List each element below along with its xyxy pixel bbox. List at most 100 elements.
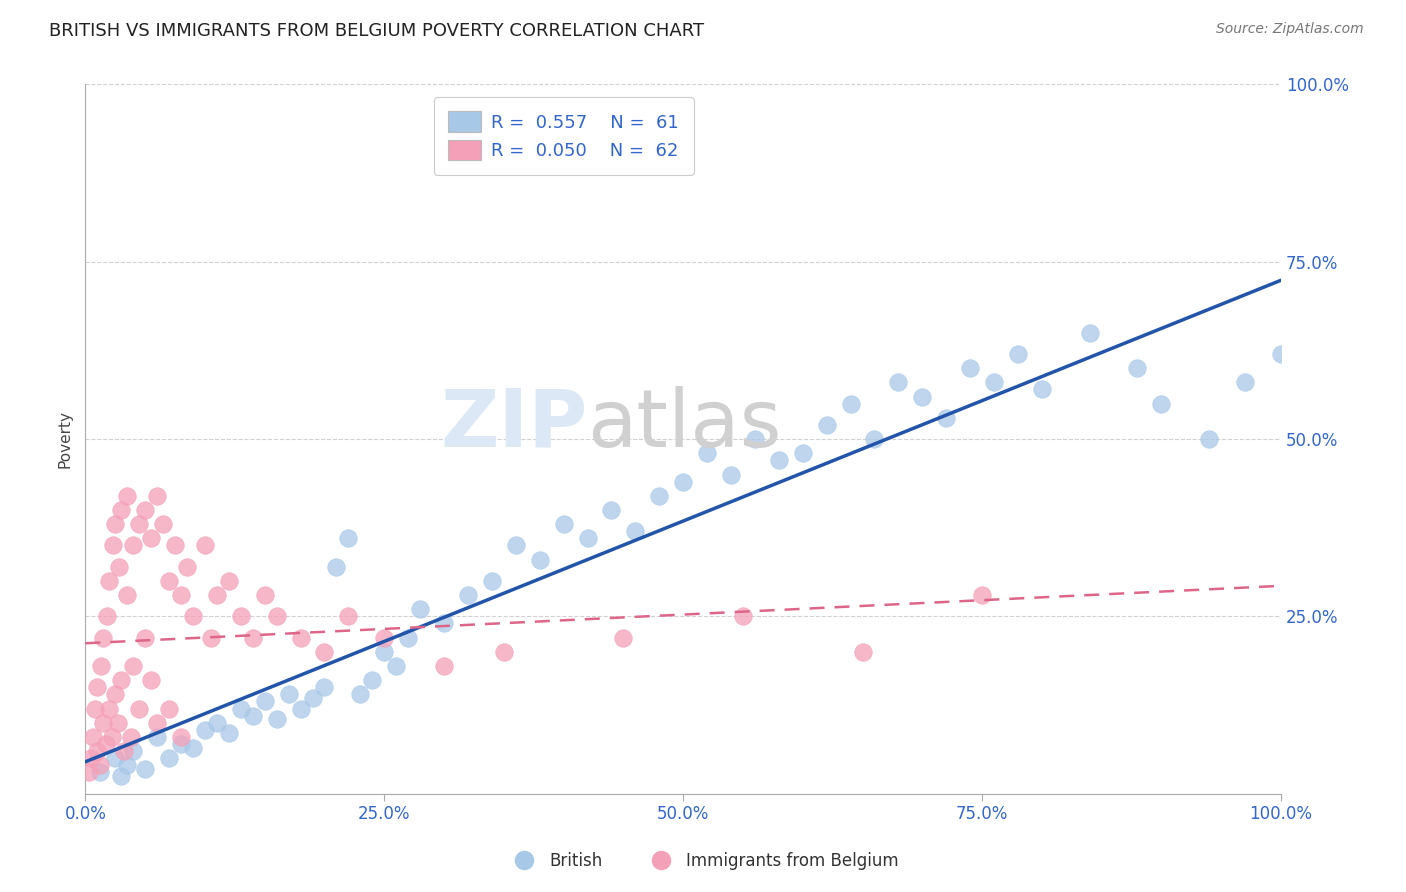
Point — [86, 744, 108, 758]
Point — [959, 361, 981, 376]
Point — [887, 376, 910, 390]
Text: BRITISH VS IMMIGRANTS FROM BELGIUM POVERTY CORRELATION CHART: BRITISH VS IMMIGRANTS FROM BELGIUM POVER… — [49, 22, 704, 40]
Point — [1078, 326, 1101, 340]
Point — [744, 432, 766, 446]
Text: ZIP: ZIP — [440, 386, 588, 464]
Point — [110, 769, 132, 783]
Point — [492, 645, 515, 659]
Point — [396, 631, 419, 645]
Point — [505, 538, 527, 552]
Point — [863, 432, 886, 446]
Point — [86, 681, 108, 695]
Legend: R =  0.557    N =  61, R =  0.050    N =  62: R = 0.557 N = 61, R = 0.050 N = 62 — [433, 97, 693, 175]
Point — [731, 609, 754, 624]
Point — [205, 715, 228, 730]
Point — [146, 715, 169, 730]
Y-axis label: Poverty: Poverty — [58, 410, 72, 468]
Point — [229, 609, 252, 624]
Point — [242, 631, 264, 645]
Point — [290, 701, 312, 715]
Point — [110, 673, 132, 688]
Point — [104, 751, 127, 765]
Point — [80, 751, 103, 765]
Point — [104, 517, 127, 532]
Point — [409, 602, 432, 616]
Point — [1198, 432, 1220, 446]
Point — [104, 687, 127, 701]
Point — [815, 417, 838, 432]
Point — [218, 726, 240, 740]
Point — [600, 503, 623, 517]
Point — [481, 574, 503, 588]
Point — [89, 765, 111, 780]
Point — [337, 609, 360, 624]
Point — [1150, 396, 1173, 410]
Point — [229, 701, 252, 715]
Point — [94, 737, 117, 751]
Point — [361, 673, 384, 688]
Point — [373, 631, 395, 645]
Point — [90, 659, 112, 673]
Point — [720, 467, 742, 482]
Point — [325, 559, 347, 574]
Point — [253, 694, 276, 708]
Point — [128, 701, 150, 715]
Point — [433, 659, 456, 673]
Point — [792, 446, 814, 460]
Point — [624, 524, 647, 539]
Point — [122, 744, 145, 758]
Point — [89, 758, 111, 772]
Point — [205, 588, 228, 602]
Point — [277, 687, 299, 701]
Point — [1007, 347, 1029, 361]
Point — [157, 751, 180, 765]
Point — [242, 708, 264, 723]
Point — [110, 503, 132, 517]
Point — [112, 744, 135, 758]
Point — [101, 538, 124, 552]
Point — [77, 765, 100, 780]
Point — [1270, 347, 1292, 361]
Point — [170, 737, 193, 751]
Point — [122, 538, 145, 552]
Point — [128, 517, 150, 532]
Point — [314, 681, 336, 695]
Point — [96, 609, 118, 624]
Point — [98, 701, 121, 715]
Point — [433, 616, 456, 631]
Point — [100, 730, 122, 744]
Point — [983, 376, 1005, 390]
Point — [457, 588, 479, 602]
Point — [84, 701, 107, 715]
Point — [82, 730, 104, 744]
Point — [911, 390, 934, 404]
Point — [146, 730, 169, 744]
Point — [648, 489, 671, 503]
Point — [851, 645, 873, 659]
Point — [194, 723, 217, 737]
Legend: British, Immigrants from Belgium: British, Immigrants from Belgium — [501, 846, 905, 877]
Point — [139, 673, 162, 688]
Point — [266, 609, 288, 624]
Point — [98, 574, 121, 588]
Point — [146, 489, 169, 503]
Point — [349, 687, 371, 701]
Point — [170, 730, 193, 744]
Point — [696, 446, 718, 460]
Point — [115, 758, 138, 772]
Point — [1126, 361, 1149, 376]
Point — [170, 588, 193, 602]
Point — [120, 730, 142, 744]
Point — [1234, 376, 1257, 390]
Point — [108, 559, 131, 574]
Point — [1031, 383, 1053, 397]
Point — [91, 715, 114, 730]
Point — [200, 631, 222, 645]
Point — [152, 517, 174, 532]
Point — [314, 645, 336, 659]
Point — [935, 410, 957, 425]
Point — [576, 532, 599, 546]
Point — [253, 588, 276, 602]
Point — [768, 453, 790, 467]
Point — [134, 762, 156, 776]
